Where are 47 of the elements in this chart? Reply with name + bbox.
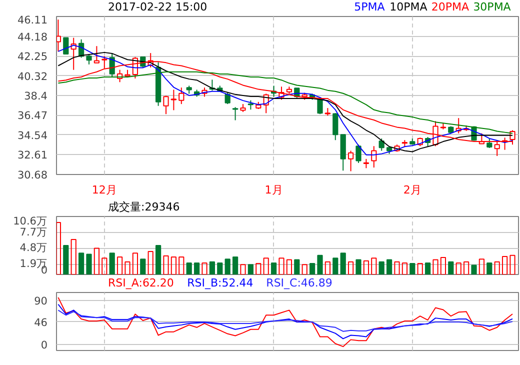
chart-title: 成交量:29346 (108, 200, 180, 214)
text: 5PMA (354, 0, 386, 14)
text: 20PMA (431, 0, 470, 14)
y-tick-label: 7.7万 (20, 226, 48, 238)
text: RSI_A:62.20 (108, 276, 174, 290)
candlestick (371, 146, 377, 168)
y-tick-label: 90 (34, 295, 48, 308)
y-tick-label: 30.68 (17, 170, 48, 182)
y-tick-label: 38.4 (24, 90, 48, 102)
candlestick (163, 95, 169, 115)
candlestick (63, 37, 69, 54)
candlestick (56, 19, 62, 52)
y-tick-label: 10.6万 (13, 216, 48, 228)
candlestick (317, 98, 323, 115)
candlestick (348, 150, 354, 172)
text: RSI_B:52.44 (187, 276, 254, 290)
x-tick-label: 2月 (403, 184, 422, 196)
y-tick-label: 0 (40, 340, 48, 352)
candlestick (232, 106, 238, 121)
y-tick-label: 46 (34, 316, 48, 329)
line-series (58, 310, 513, 332)
candlestick (86, 54, 92, 65)
x-tick-label: 1月 (264, 184, 283, 196)
y-tick-label: 36.47 (17, 110, 48, 122)
y-tick-label: 46.11 (17, 14, 48, 26)
y-tick-label: 34.54 (17, 130, 48, 142)
line-series (58, 296, 513, 348)
candlestick (332, 112, 338, 141)
candlestick (178, 87, 184, 105)
candlestick (363, 158, 370, 169)
candlestick (356, 144, 362, 164)
candlestick (170, 89, 177, 111)
x-tick-label: 12月 (92, 184, 117, 196)
chart-title: 2017-02-22 15:00 (108, 0, 208, 14)
text: RSI_C:46.89 (266, 276, 332, 290)
candlestick (224, 92, 230, 105)
y-tick-label: 42.25 (17, 51, 48, 64)
y-tick-label: 32.61 (17, 150, 48, 162)
y-tick-label: 40.32 (17, 70, 48, 83)
candlestick (94, 46, 100, 64)
text: 30PMA (473, 0, 512, 14)
y-tick-label: 4.8万 (20, 242, 48, 254)
y-tick-label: 44.18 (17, 31, 48, 44)
candlestick (486, 138, 492, 148)
text: 10PMA (390, 0, 428, 14)
candlestick (248, 100, 254, 110)
line-series (58, 304, 513, 340)
